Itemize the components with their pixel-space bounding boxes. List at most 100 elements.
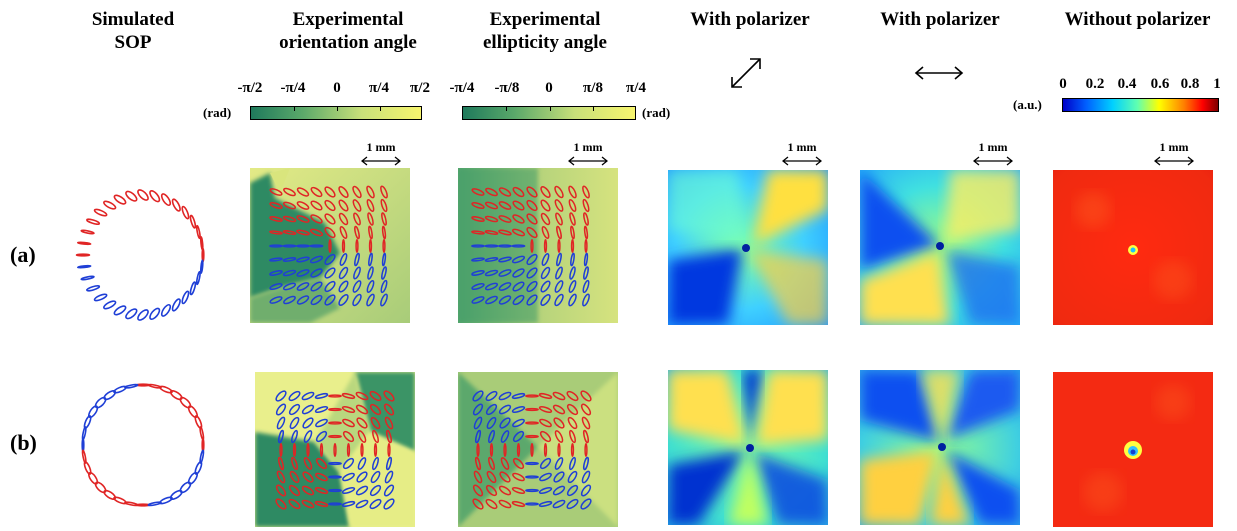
polarization-ellipse	[498, 391, 512, 401]
polarization-ellipse	[181, 290, 190, 305]
polarization-ellipse	[552, 499, 566, 509]
polarization-ellipse	[328, 461, 342, 466]
polarization-ellipse	[386, 456, 392, 471]
polarization-ellipse	[296, 282, 310, 291]
intensity-colorbar	[1062, 98, 1219, 112]
polarization-ellipse	[484, 282, 499, 291]
tick-label: 0.2	[1085, 76, 1105, 92]
polarization-ellipse	[538, 406, 553, 413]
polarization-ellipse	[94, 481, 107, 494]
polarization-ellipse	[309, 255, 324, 264]
polarization-ellipse	[472, 390, 484, 402]
polarization-ellipse	[498, 282, 512, 291]
polarization-ellipse	[486, 470, 497, 484]
polarization-ellipse	[566, 484, 579, 497]
polarization-ellipse	[328, 434, 342, 439]
polarization-ellipse	[381, 212, 387, 226]
polarization-ellipse	[189, 214, 197, 229]
polarization-ellipse	[525, 488, 539, 493]
polarization-ellipse	[310, 186, 323, 198]
polarization-ellipse	[526, 294, 538, 306]
polarization-ellipse	[511, 406, 526, 413]
polarization-ellipse	[314, 487, 329, 494]
polarization-ellipse	[171, 298, 181, 312]
polarization-ellipse	[471, 230, 485, 235]
polarization-ellipse	[554, 199, 564, 212]
tick-label: π/4	[626, 80, 646, 96]
polarization-ellipse	[301, 485, 315, 496]
double-arrow-icon	[781, 156, 823, 166]
polarization-ellipse	[485, 390, 498, 402]
polarization-ellipse	[288, 498, 301, 510]
polarization-ellipse	[160, 193, 172, 207]
polarization-ellipse	[324, 226, 336, 239]
polarization-ellipse	[539, 457, 552, 470]
polarization-ellipse	[93, 208, 108, 217]
polarization-ellipse	[199, 426, 205, 441]
polarization-ellipse	[525, 475, 539, 479]
polarization-ellipse	[80, 229, 95, 235]
polarization-ellipse	[269, 296, 283, 304]
scale-bar: 1 mm	[567, 140, 609, 170]
polarization-ellipse	[499, 417, 511, 429]
polarization-ellipse	[366, 279, 375, 294]
polarization-ellipse	[356, 417, 368, 429]
polarization-ellipse	[582, 198, 590, 213]
polarization-ellipse	[113, 385, 127, 394]
polarization-ellipse	[333, 443, 337, 457]
polarization-ellipse	[315, 430, 328, 443]
polarization-ellipse	[471, 270, 485, 276]
polarization-ellipse	[324, 280, 336, 293]
polarization-ellipse	[296, 229, 310, 236]
polarization-ellipse	[353, 266, 361, 280]
polarization-ellipse	[88, 405, 99, 419]
polarization-ellipse	[137, 189, 149, 201]
polarization-ellipse	[356, 471, 368, 483]
polarization-ellipse	[471, 216, 485, 222]
polarization-ellipse	[525, 502, 539, 506]
polarization-ellipse	[355, 239, 359, 253]
polarization-ellipse	[310, 200, 323, 211]
polarization-ellipse	[303, 457, 313, 470]
polarization-ellipse	[582, 293, 590, 307]
polarization-ellipse	[296, 295, 310, 305]
polarization-ellipse	[488, 429, 495, 444]
scale-bar: 1 mm	[360, 140, 402, 170]
header-text: Simulated SOP	[91, 9, 175, 53]
polarization-ellipse	[338, 266, 349, 280]
polarization-ellipse	[328, 475, 342, 479]
polarizer-panel-a1	[668, 170, 828, 325]
polarization-ellipse	[580, 484, 592, 497]
polarization-ellipse	[526, 253, 538, 266]
header-ellipticity: Experimental ellipticity angle	[455, 8, 635, 54]
polarization-ellipse	[543, 443, 548, 457]
polarization-ellipse	[352, 199, 362, 212]
polarization-ellipse	[309, 244, 324, 248]
polarization-ellipse	[352, 293, 362, 307]
polarization-ellipse	[319, 443, 324, 457]
polarization-ellipse	[512, 214, 525, 224]
polarization-ellipse	[526, 267, 538, 279]
header-text: With polarizer	[690, 9, 810, 30]
tick-label: 0	[333, 80, 341, 96]
polarization-ellipse	[360, 443, 364, 457]
polarization-ellipse	[525, 394, 539, 398]
polarization-ellipse	[383, 484, 395, 497]
polarization-ellipse	[500, 430, 510, 443]
polarization-ellipse	[568, 198, 577, 213]
polarization-ellipse	[383, 403, 395, 416]
polarization-ellipse	[354, 252, 360, 267]
orientation-colorbar-unit: (rad)	[203, 105, 232, 120]
polarization-ellipse	[373, 443, 378, 457]
header-text: Experimental orientation angle	[279, 9, 417, 53]
polarization-ellipse	[538, 501, 553, 507]
tick-label: 0.4	[1117, 76, 1137, 92]
row-label-b: (b)	[10, 430, 37, 455]
polarization-ellipse	[570, 239, 575, 253]
ellipticity-colorbar-unit: (rad)	[642, 105, 671, 120]
polarization-ellipse	[568, 185, 577, 199]
polarization-ellipse	[338, 294, 349, 306]
intensity-map-diagonal-a	[668, 170, 828, 325]
polarization-ellipse	[194, 415, 203, 429]
polarization-ellipse	[338, 280, 349, 293]
